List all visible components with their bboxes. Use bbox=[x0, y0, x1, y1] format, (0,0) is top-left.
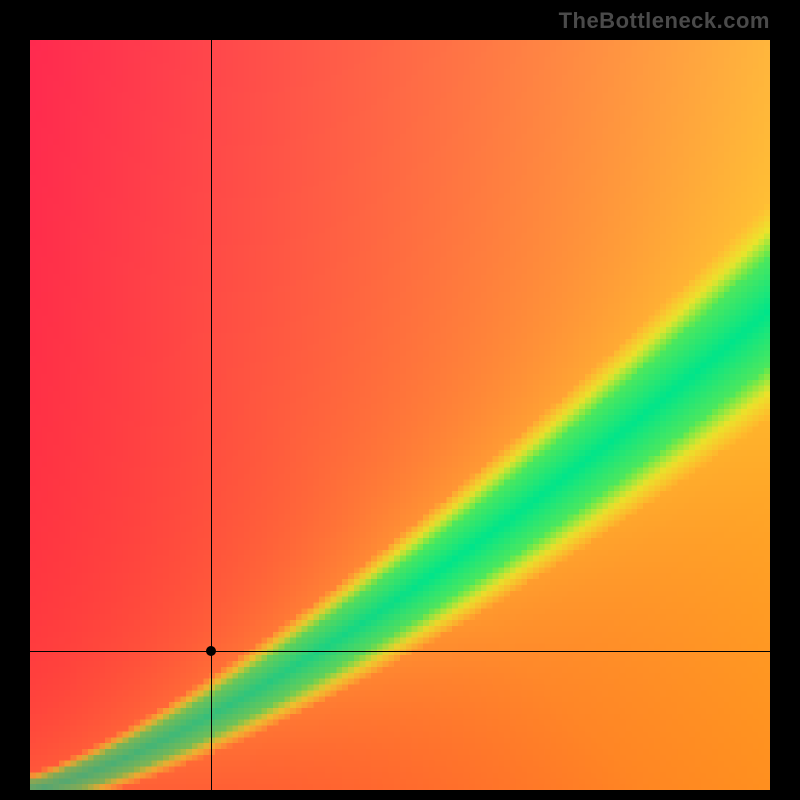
chart-container: TheBottleneck.com bbox=[0, 0, 800, 800]
heatmap-canvas bbox=[30, 40, 770, 790]
crosshair-horizontal bbox=[30, 651, 770, 652]
watermark-text: TheBottleneck.com bbox=[559, 8, 770, 34]
heatmap-plot bbox=[30, 40, 770, 790]
crosshair-vertical bbox=[211, 40, 212, 790]
crosshair-marker bbox=[206, 646, 216, 656]
